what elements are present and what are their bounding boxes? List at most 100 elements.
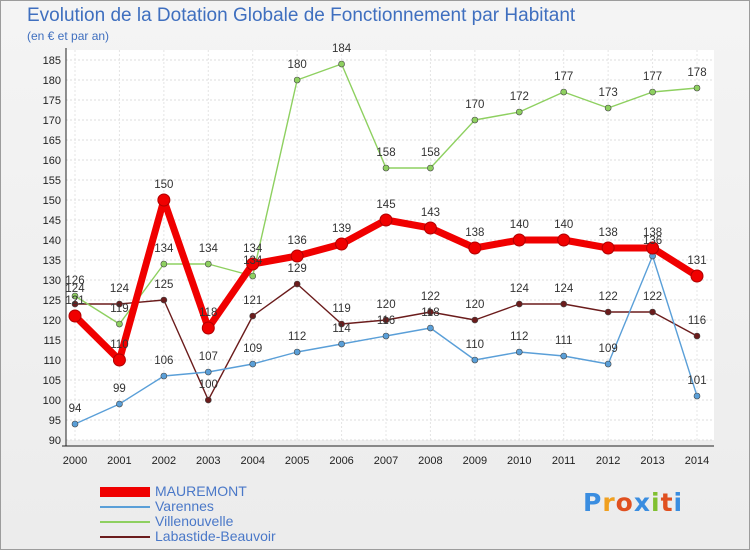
data-point [71,420,79,428]
y-tick-label: 90 [49,435,61,447]
data-point [201,321,215,335]
data-label: 138 [465,227,484,239]
x-tick-label: 2001 [107,455,131,467]
y-tick-label: 145 [43,215,61,227]
data-point [471,316,479,324]
data-label: 177 [643,71,662,83]
logo-letter: i [673,488,684,517]
data-point [515,108,523,116]
data-point [423,221,437,235]
data-label: 136 [643,235,662,247]
data-label: 170 [465,99,484,111]
data-label: 140 [510,219,529,231]
data-label: 101 [687,375,706,387]
data-point [693,84,701,92]
data-label: 109 [243,343,262,355]
y-tick-label: 155 [43,175,61,187]
data-label: 121 [243,295,262,307]
data-point [249,360,257,368]
x-tick-label: 2014 [685,455,709,467]
y-tick-label: 160 [43,155,61,167]
data-label: 121 [65,295,84,307]
data-point [293,280,301,288]
data-label: 134 [199,243,219,255]
y-tick-label: 130 [43,275,61,287]
data-label: 107 [199,351,218,363]
data-point [382,332,390,340]
data-point [246,257,260,271]
data-point [604,360,612,368]
chart-subtitle: (en € et par an) [27,29,110,43]
x-tick-label: 2000 [63,455,87,467]
data-label: 118 [421,307,439,319]
x-tick-label: 2011 [552,455,576,467]
data-point [604,104,612,112]
x-tick-label: 2012 [596,455,620,467]
x-tick-label: 2010 [507,455,531,467]
y-tick-label: 165 [43,135,61,147]
data-label: 134 [243,255,263,267]
data-label: 126 [65,275,84,287]
data-point [427,324,434,332]
data-point [338,320,345,328]
data-point [382,316,390,324]
data-label: 119 [110,303,128,315]
logo-letter: i [651,488,661,517]
data-point [338,60,345,68]
data-point [690,269,704,283]
legend-swatch [100,521,150,523]
x-tick-label: 2013 [640,455,664,467]
x-tick-label: 2003 [196,455,220,467]
data-point [471,356,479,364]
data-label: 111 [555,335,572,347]
y-tick-label: 110 [43,355,61,367]
data-point [557,233,571,247]
legend-label: Varennes [155,498,214,514]
data-label: 136 [288,235,307,247]
data-point [160,372,168,380]
x-tick-label: 2008 [418,455,442,467]
data-label: 110 [110,339,128,351]
y-tick-label: 150 [43,195,61,207]
data-point [604,308,612,316]
legend-label: Villenouvelle [155,513,234,529]
y-tick-label: 175 [43,95,61,107]
data-label: 180 [288,59,307,71]
data-point [68,309,82,323]
data-point [160,260,168,268]
data-label: 120 [465,299,484,311]
y-tick-label: 95 [49,415,61,427]
data-point [335,237,349,251]
data-label: 172 [510,91,529,103]
x-tick-label: 2009 [463,455,487,467]
data-point [693,392,701,400]
y-tick-label: 120 [43,315,61,327]
logo-letter: P [583,488,603,517]
data-label: 143 [421,207,440,219]
y-tick-label: 180 [43,75,61,87]
y-tick-label: 140 [43,235,61,247]
data-label: 114 [332,323,351,335]
data-label: 122 [643,291,662,303]
data-point [116,320,123,328]
data-point [693,332,701,340]
data-point [512,233,526,247]
x-tick-label: 2005 [285,455,309,467]
data-label: 124 [554,283,574,295]
data-label: 173 [599,87,618,99]
data-label: 116 [688,315,706,327]
data-label: 125 [154,279,173,291]
data-point [204,368,212,376]
data-label: 150 [154,179,173,191]
data-point [649,308,656,316]
data-point [249,272,257,280]
data-point [71,292,79,300]
data-label: 177 [554,71,573,83]
data-point [116,300,123,308]
legend-label: Labastide-Beauvoir [155,528,276,544]
data-label: 99 [113,383,126,395]
legend-swatch [100,487,150,497]
data-label: 94 [69,403,82,415]
logo-letter: r [602,488,616,517]
x-tick-label: 2002 [152,455,176,467]
